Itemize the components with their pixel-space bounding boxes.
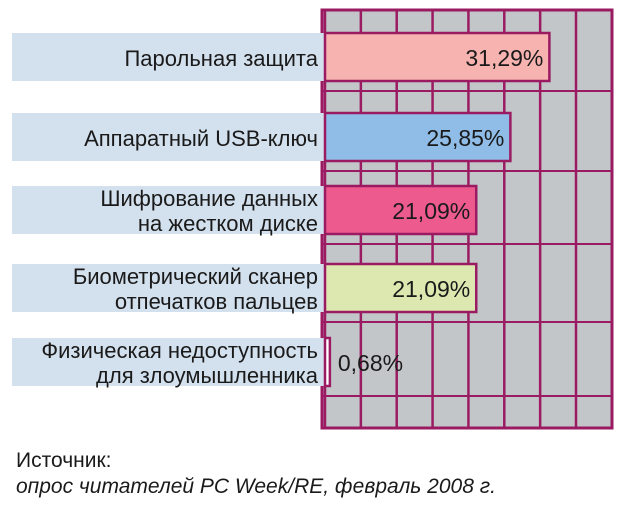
category-band — [12, 33, 325, 81]
category-label: Физическая недоступность для злоумышленни… — [41, 338, 318, 388]
category-label: Парольная защита — [124, 46, 318, 71]
category-band — [12, 264, 325, 312]
value-label: 0,68% — [338, 350, 403, 376]
category-band — [12, 113, 325, 161]
category-label: Шифрование данных на жестком диске — [100, 186, 318, 236]
bar — [323, 262, 478, 314]
source-note: Источник: опрос читателей PC Week/RE, фе… — [16, 448, 496, 500]
source-heading: Источник: — [16, 449, 112, 472]
bar — [323, 31, 551, 83]
value-label: 25,85% — [426, 125, 504, 151]
value-labels: 31,29% 25,85% 21,09% 21,09% 0,68% — [338, 45, 544, 376]
source-text: опрос читателей PC Week/RE, февраль 2008… — [16, 475, 496, 498]
bar — [323, 336, 332, 388]
bar — [323, 184, 478, 236]
bars — [323, 31, 551, 388]
category-band — [12, 186, 325, 234]
value-label: 31,29% — [465, 45, 543, 71]
category-labels: Парольная защита Аппаратный USB-ключ Шифро… — [41, 46, 318, 388]
category-band — [12, 338, 325, 386]
value-label: 21,09% — [392, 198, 470, 224]
value-label: 21,09% — [392, 276, 470, 302]
category-bands — [12, 33, 325, 386]
category-label: Аппаратный USB-ключ — [84, 126, 318, 151]
category-label: Биометрический сканер отпечатков пальцев — [73, 264, 318, 314]
bar — [323, 111, 512, 163]
